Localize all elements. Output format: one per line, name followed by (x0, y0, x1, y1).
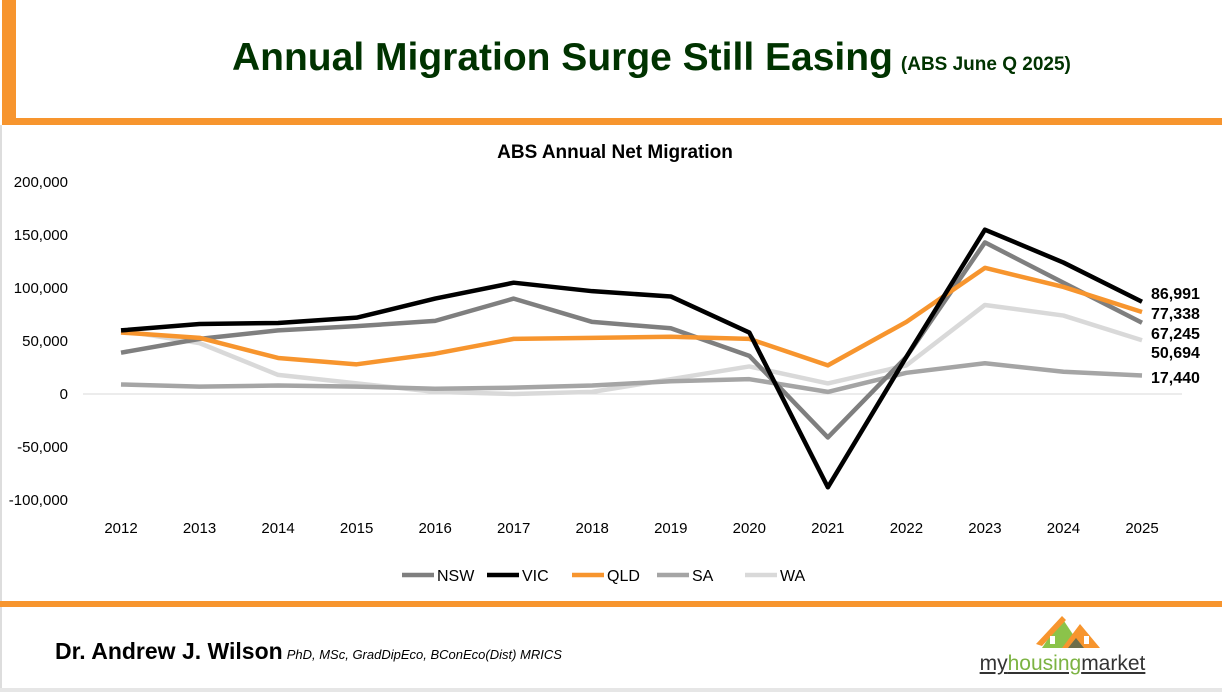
x-tick-label: 2016 (418, 520, 451, 537)
legend-item-vic: VIC (487, 568, 549, 585)
legend: NSW VIC QLD SA WA (402, 568, 806, 585)
house-logo-icon (1036, 616, 1100, 648)
x-tick-label: 2024 (1047, 520, 1080, 537)
myhousingmarket-logo: myhousingmarket (950, 614, 1175, 676)
series-line-nsw (120, 240, 1144, 440)
y-tick-label: 0 (60, 386, 68, 403)
end-label-nsw: 67,245 (1151, 326, 1200, 343)
author-name: Dr. Andrew J. Wilson PhD, MSc, GradDipEco… (55, 638, 562, 665)
series-line-wa (120, 302, 1143, 397)
logo-text-market: market (1081, 652, 1146, 675)
legend-label: QLD (607, 568, 640, 585)
slide-edge (0, 125, 2, 692)
header-divider (2, 118, 1222, 125)
end-labels: 67,245 86,991 77,338 17,440 50,694 (1151, 286, 1200, 387)
series-line-qld (120, 265, 1143, 368)
page-title: Annual Migration Surge Still Easing (ABS … (232, 36, 1071, 80)
accent-bar-left (2, 0, 16, 125)
y-tick-label: 50,000 (22, 333, 68, 350)
y-tick-label: -100,000 (9, 492, 68, 509)
logo-text: myhousingmarket (950, 652, 1175, 676)
legend-label: SA (692, 568, 714, 585)
y-axis: 200,000 150,000 100,000 50,000 0 -50,000 -100,… (9, 174, 1182, 509)
end-label-qld: 77,338 (1151, 306, 1200, 323)
legend-label: WA (780, 568, 806, 585)
slide-bottom-edge (0, 688, 1222, 692)
series-line-sa (120, 361, 1143, 395)
legend-item-wa: WA (745, 568, 806, 585)
y-tick-label: 150,000 (14, 227, 68, 244)
x-tick-label: 2022 (890, 520, 923, 537)
x-tick-label: 2012 (104, 520, 137, 537)
end-label-sa: 17,440 (1151, 370, 1200, 387)
chart-title: ABS Annual Net Migration (497, 142, 733, 163)
x-tick-label: 2017 (497, 520, 530, 537)
x-tick-label: 2019 (654, 520, 687, 537)
x-tick-label: 2014 (261, 520, 294, 537)
series-lines (120, 227, 1144, 490)
series-line-vic (120, 227, 1144, 490)
author-credentials: PhD, MSc, GradDipEco, BConEco(Dist) MRIC… (286, 647, 562, 662)
x-tick-label: 2020 (733, 520, 766, 537)
end-label-wa: 50,694 (1151, 345, 1200, 362)
x-tick-label: 2023 (968, 520, 1001, 537)
page-subtitle: (ABS June Q 2025) (900, 54, 1071, 75)
y-tick-label: -50,000 (17, 439, 68, 456)
x-tick-label: 2015 (340, 520, 373, 537)
legend-item-sa: SA (657, 568, 714, 585)
author-text: Dr. Andrew J. Wilson (55, 638, 283, 664)
x-tick-label: 2018 (576, 520, 609, 537)
logo-text-housing: housing (1007, 652, 1082, 675)
title-text: Annual Migration Surge Still Easing (232, 36, 893, 79)
legend-item-nsw: NSW (402, 568, 475, 585)
footer-divider (0, 601, 1222, 607)
end-label-vic: 86,991 (1151, 286, 1200, 303)
legend-label: VIC (522, 568, 549, 585)
logo-text-my: my (979, 652, 1008, 675)
line-chart: ABS Annual Net Migration 200,000 150,000 1… (9, 142, 1200, 585)
x-tick-label: 2021 (811, 520, 844, 537)
legend-item-qld: QLD (572, 568, 640, 585)
x-tick-label: 2025 (1125, 520, 1158, 537)
x-axis: 2012 2013 2014 2015 2016 2017 2018 2019 2020 2021… (104, 520, 1158, 537)
y-tick-label: 100,000 (14, 280, 68, 297)
x-tick-label: 2013 (183, 520, 216, 537)
y-tick-label: 200,000 (14, 174, 68, 191)
legend-label: NSW (437, 568, 475, 585)
